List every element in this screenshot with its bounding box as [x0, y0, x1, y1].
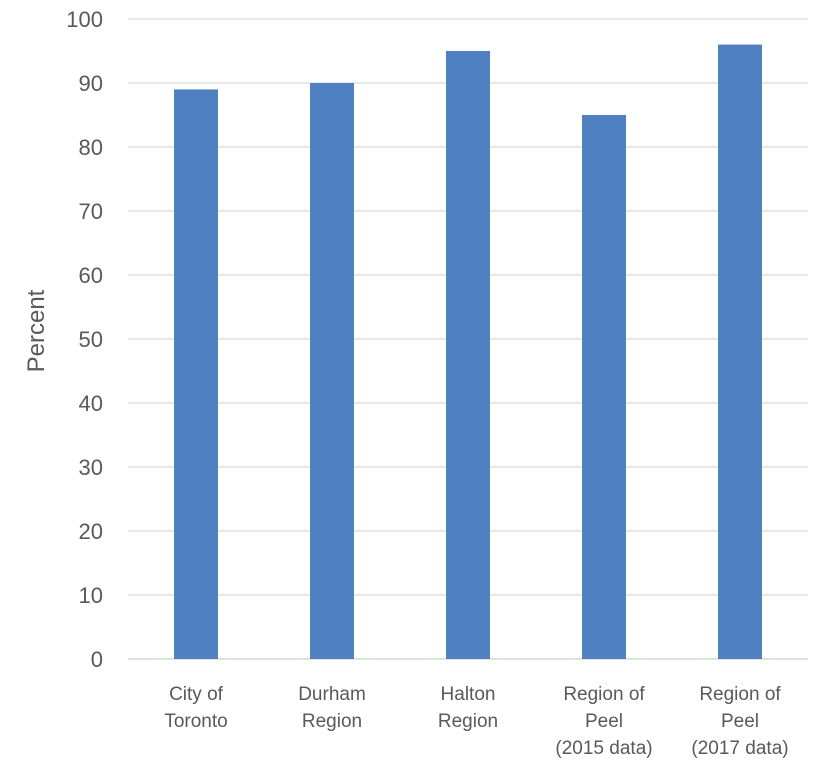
y-tick-label: 20 [79, 519, 103, 544]
x-tick-label-line: Region of [563, 684, 645, 705]
bars [174, 44, 762, 660]
x-tick-label-line: Peel [721, 711, 759, 732]
x-axis-labels: City of Toronto Durham Region Halton Region Re… [164, 684, 788, 759]
x-tick-label: Region of Peel (2017 data) [691, 684, 788, 759]
y-tick-label: 60 [79, 263, 103, 288]
x-tick-label: Region of Peel (2015 data) [555, 684, 652, 759]
bar [582, 115, 626, 659]
y-tick-label: 0 [91, 647, 103, 672]
y-tick-label: 90 [79, 71, 103, 96]
x-tick-label-line: Halton [441, 684, 496, 705]
bar [174, 89, 218, 659]
x-tick-label-line: Durham [298, 684, 366, 705]
y-tick-label: 80 [79, 135, 103, 160]
y-tick-label: 100 [66, 7, 103, 32]
y-tick-label: 50 [79, 327, 103, 352]
y-axis-ticks: 0 10 20 30 40 50 60 70 80 90 100 [66, 7, 103, 672]
x-tick-label-line: (2017 data) [691, 738, 788, 759]
y-tick-label: 40 [79, 391, 103, 416]
x-tick-label-line: Toronto [164, 711, 227, 732]
y-tick-label: 70 [79, 199, 103, 224]
x-tick-label: Halton Region [438, 684, 498, 732]
x-tick-label: Durham Region [298, 684, 366, 732]
bar [446, 51, 490, 659]
x-tick-label-line: Region [438, 711, 498, 732]
x-tick-label-line: Region of [699, 684, 781, 705]
bar [310, 83, 354, 659]
x-tick-label-line: Peel [585, 711, 623, 732]
x-tick-label: City of Toronto [164, 684, 227, 732]
y-axis-title: Percent [23, 289, 50, 372]
x-tick-label-line: (2015 data) [555, 738, 652, 759]
y-tick-label: 10 [79, 583, 103, 608]
x-tick-label-line: City of [169, 684, 224, 705]
y-tick-label: 30 [79, 455, 103, 480]
x-tick-label-line: Region [302, 711, 362, 732]
bar [718, 44, 762, 660]
